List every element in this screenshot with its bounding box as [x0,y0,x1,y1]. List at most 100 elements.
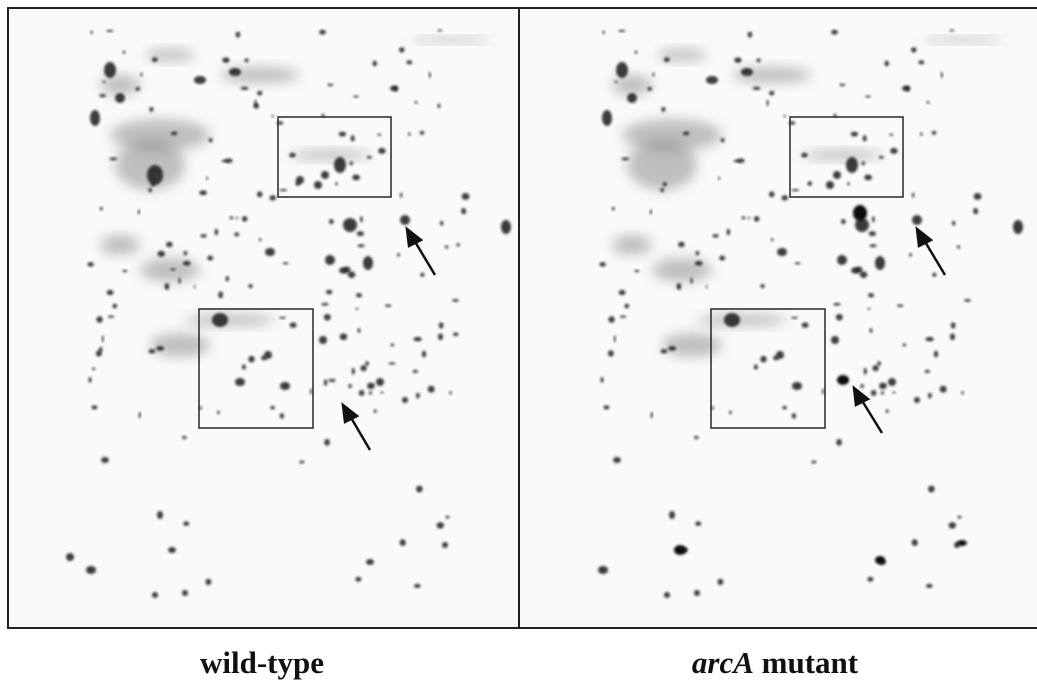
gel-spot [193,285,196,289]
gel-spot [325,289,333,295]
gel-smear [662,333,722,357]
gel-spot [99,206,103,211]
gel-spot [783,114,786,118]
gel-spot [207,255,214,261]
gel-spot [928,336,934,342]
arrow-head [341,402,360,424]
gel-spot [694,435,699,440]
gel-spot [416,336,422,342]
gel-spot [152,592,158,598]
gel-spot [271,114,274,118]
gel-spot [811,460,817,464]
gel-spot [319,29,326,35]
gel-spot [613,457,621,463]
gel-spot [414,100,418,104]
gel-smear [145,49,195,61]
gel-spot [661,106,666,112]
gel-spot [449,391,452,395]
gel-spot [90,30,93,34]
gel-spot [445,515,450,519]
gel-spot [148,187,153,193]
gel-spot [791,189,800,192]
gel-smear [410,37,490,43]
gel-spot [412,369,418,374]
gel-spot [150,182,156,187]
gel-spot [222,57,230,63]
gel-smear [100,235,140,255]
gel-smear [802,150,882,160]
gel-spot [254,99,257,107]
gel-spot [608,316,615,323]
gel-spot [939,385,947,393]
gel-spot [358,389,365,396]
gel-spot [964,298,971,302]
gel-spot [314,181,322,189]
gel-spot [373,409,377,413]
gel-spot [194,76,206,84]
gel-spot [660,349,668,354]
gel-spot [178,277,181,284]
gel-spot [428,71,431,79]
gel-spot [295,181,300,186]
gel-spot [867,576,874,582]
gel-smear [290,150,370,160]
gel-spot [877,361,881,366]
gel-spot [777,248,787,256]
gel-spot [112,303,118,309]
gel-spot [770,238,774,242]
gel-spot [225,158,233,164]
gel-spot [614,80,618,83]
gel-spot [867,293,875,298]
gel-spot [841,218,846,225]
gel-spot [662,182,668,187]
gel-spot [801,322,809,328]
gel-spot [602,110,612,126]
gel-spot [352,174,361,181]
gel-spot [847,181,850,186]
gel-spot [865,95,871,98]
gel-spot [363,256,373,270]
gel-spot [867,307,871,310]
gel-spot [719,255,726,261]
gel-spot [836,438,842,446]
gel-spot [616,62,628,78]
arrows [341,226,947,451]
gel-spot [905,85,911,92]
gel-spot [782,405,787,410]
gel-spot [766,99,769,107]
gel-spot [879,382,887,390]
gel-spot [884,60,889,67]
gel-spot [618,289,626,296]
gel-spot [349,161,353,166]
gel-spot [668,346,677,351]
gel-spot [627,93,637,103]
gel-spot [248,355,255,363]
gel-spot [833,302,841,306]
panel-label: arcA mutant [575,645,975,681]
gel-smear [612,75,652,95]
gel-spot [603,405,610,410]
gel-spot [183,521,190,526]
gel-spot [156,346,165,351]
gel-spot [747,216,751,220]
gel-spot [792,382,802,390]
gel-spot [168,547,176,553]
gel-spot [956,245,961,249]
gel-spot [791,413,797,419]
gel-spot [437,103,441,109]
region-box [198,308,314,429]
gel-spot [99,94,106,98]
gel-spot [892,391,896,394]
gel-spot [724,313,740,327]
gene-name: arcA [691,645,754,680]
gel-spot [88,377,92,383]
gel-smear [627,140,697,190]
gel-spot [889,133,893,136]
gel-spot [244,58,249,62]
gel-spot [961,391,964,395]
gel-spot [360,216,363,223]
gel-smear [150,333,210,357]
gel-spot [182,590,188,596]
gel-spot [611,206,615,211]
